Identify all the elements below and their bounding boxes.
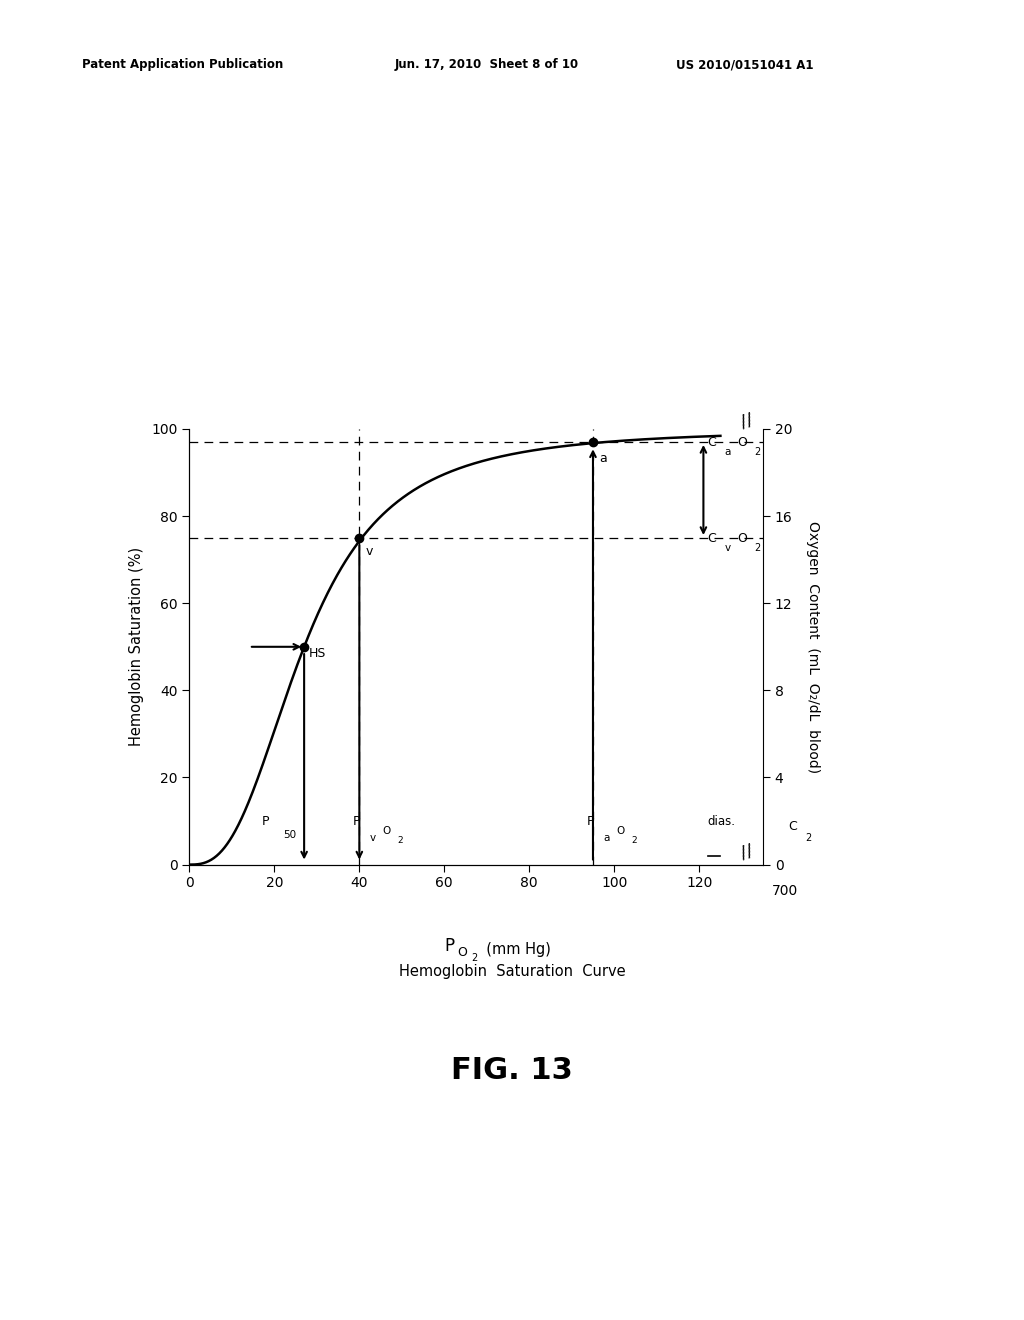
Text: O: O bbox=[616, 826, 625, 836]
Text: HS: HS bbox=[308, 647, 326, 660]
Text: dias.: dias. bbox=[708, 816, 735, 829]
Text: US 2010/0151041 A1: US 2010/0151041 A1 bbox=[676, 58, 813, 71]
Text: v: v bbox=[725, 543, 731, 553]
Text: P: P bbox=[262, 816, 269, 829]
Text: C: C bbox=[708, 437, 717, 449]
Text: P: P bbox=[587, 816, 594, 829]
Text: a: a bbox=[603, 833, 610, 842]
Text: //: // bbox=[738, 841, 756, 862]
Text: 700: 700 bbox=[772, 884, 799, 899]
Text: Jun. 17, 2010  Sheet 8 of 10: Jun. 17, 2010 Sheet 8 of 10 bbox=[394, 58, 579, 71]
Text: O: O bbox=[383, 826, 391, 836]
Text: FIG. 13: FIG. 13 bbox=[452, 1056, 572, 1085]
Y-axis label: Oxygen  Content  (mL  O₂/dL  blood): Oxygen Content (mL O₂/dL blood) bbox=[806, 520, 820, 774]
Text: a: a bbox=[599, 451, 607, 465]
Text: v: v bbox=[370, 833, 376, 842]
Text: O: O bbox=[737, 532, 748, 545]
Text: Hemoglobin  Saturation  Curve: Hemoglobin Saturation Curve bbox=[398, 964, 626, 978]
Text: 2: 2 bbox=[397, 836, 403, 845]
Text: v: v bbox=[366, 545, 373, 558]
Text: P: P bbox=[444, 937, 455, 956]
Text: 2: 2 bbox=[631, 836, 637, 845]
Text: a: a bbox=[725, 447, 731, 457]
Y-axis label: Hemoglobin Saturation (%): Hemoglobin Saturation (%) bbox=[129, 548, 144, 746]
Text: O: O bbox=[737, 437, 748, 449]
Text: C: C bbox=[788, 820, 797, 833]
Text: 50: 50 bbox=[283, 830, 296, 841]
Text: Patent Application Publication: Patent Application Publication bbox=[82, 58, 284, 71]
Text: 2: 2 bbox=[471, 953, 477, 964]
Text: O: O bbox=[458, 946, 467, 960]
Text: P: P bbox=[353, 816, 360, 829]
Text: 2: 2 bbox=[755, 447, 761, 457]
Text: 2: 2 bbox=[805, 833, 812, 842]
Text: //: // bbox=[738, 411, 756, 432]
Text: C: C bbox=[708, 532, 717, 545]
Text: (mm Hg): (mm Hg) bbox=[477, 942, 551, 957]
Text: 2: 2 bbox=[755, 543, 761, 553]
